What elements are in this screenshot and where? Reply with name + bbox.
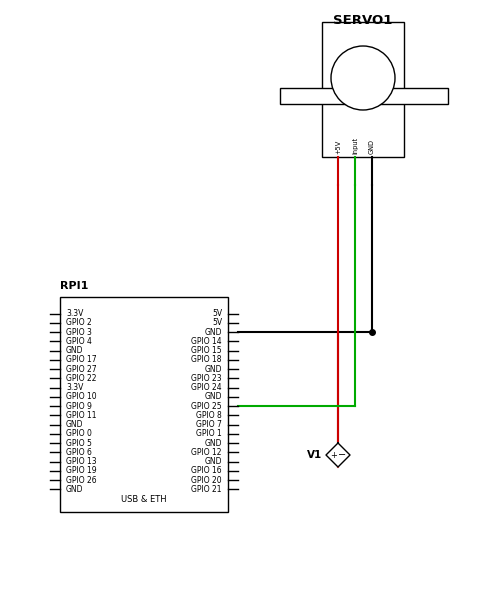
Text: GPIO 17: GPIO 17 (66, 355, 96, 365)
Text: GPIO 8: GPIO 8 (196, 411, 221, 420)
Text: 5V: 5V (211, 319, 221, 327)
Text: GND: GND (204, 365, 221, 373)
Text: GND: GND (66, 485, 83, 494)
Text: SERVO1: SERVO1 (333, 14, 392, 27)
Polygon shape (325, 443, 349, 467)
Text: GPIO 22: GPIO 22 (66, 374, 96, 383)
Bar (280, 88, 447, 104)
Text: GPIO 10: GPIO 10 (66, 392, 96, 401)
Text: GPIO 7: GPIO 7 (196, 420, 221, 429)
Text: GND: GND (204, 392, 221, 401)
Text: GND: GND (204, 457, 221, 466)
Text: GPIO 25: GPIO 25 (191, 402, 221, 411)
Text: GPIO 23: GPIO 23 (191, 374, 221, 383)
Text: GND: GND (204, 327, 221, 337)
Text: GPIO 18: GPIO 18 (191, 355, 221, 365)
Text: GPIO 9: GPIO 9 (66, 402, 92, 411)
Text: GPIO 1: GPIO 1 (196, 430, 221, 438)
Circle shape (330, 46, 394, 110)
Text: +: + (330, 451, 337, 460)
Text: GPIO 12: GPIO 12 (191, 448, 221, 457)
Text: GPIO 2: GPIO 2 (66, 319, 92, 327)
Text: RPI1: RPI1 (60, 281, 88, 291)
Text: GPIO 19: GPIO 19 (66, 466, 96, 476)
Text: 3.3V: 3.3V (66, 383, 83, 392)
Text: GPIO 4: GPIO 4 (66, 337, 92, 346)
Text: USB & ETH: USB & ETH (121, 496, 166, 504)
Text: GND: GND (66, 420, 83, 429)
Text: GND: GND (66, 346, 83, 355)
Text: GPIO 0: GPIO 0 (66, 430, 92, 438)
Text: GPIO 6: GPIO 6 (66, 448, 92, 457)
Text: GPIO 16: GPIO 16 (191, 466, 221, 476)
Bar (321, 22, 403, 157)
Text: −: − (337, 450, 345, 460)
Text: GND: GND (204, 438, 221, 448)
Text: +5V: +5V (334, 140, 340, 154)
Text: GPIO 26: GPIO 26 (66, 476, 96, 484)
Text: GND: GND (368, 139, 374, 154)
Text: GPIO 27: GPIO 27 (66, 365, 96, 373)
Text: GPIO 15: GPIO 15 (191, 346, 221, 355)
Text: GPIO 3: GPIO 3 (66, 327, 92, 337)
Bar (60, 297, 227, 512)
Text: GPIO 13: GPIO 13 (66, 457, 96, 466)
Text: GPIO 24: GPIO 24 (191, 383, 221, 392)
Text: GPIO 20: GPIO 20 (191, 476, 221, 484)
Text: 3.3V: 3.3V (66, 309, 83, 318)
Text: Input: Input (351, 137, 357, 154)
Text: V1: V1 (306, 450, 321, 460)
Text: GPIO 14: GPIO 14 (191, 337, 221, 346)
Text: GPIO 21: GPIO 21 (191, 485, 221, 494)
Text: GPIO 11: GPIO 11 (66, 411, 96, 420)
Text: 5V: 5V (211, 309, 221, 318)
Text: GPIO 5: GPIO 5 (66, 438, 92, 448)
